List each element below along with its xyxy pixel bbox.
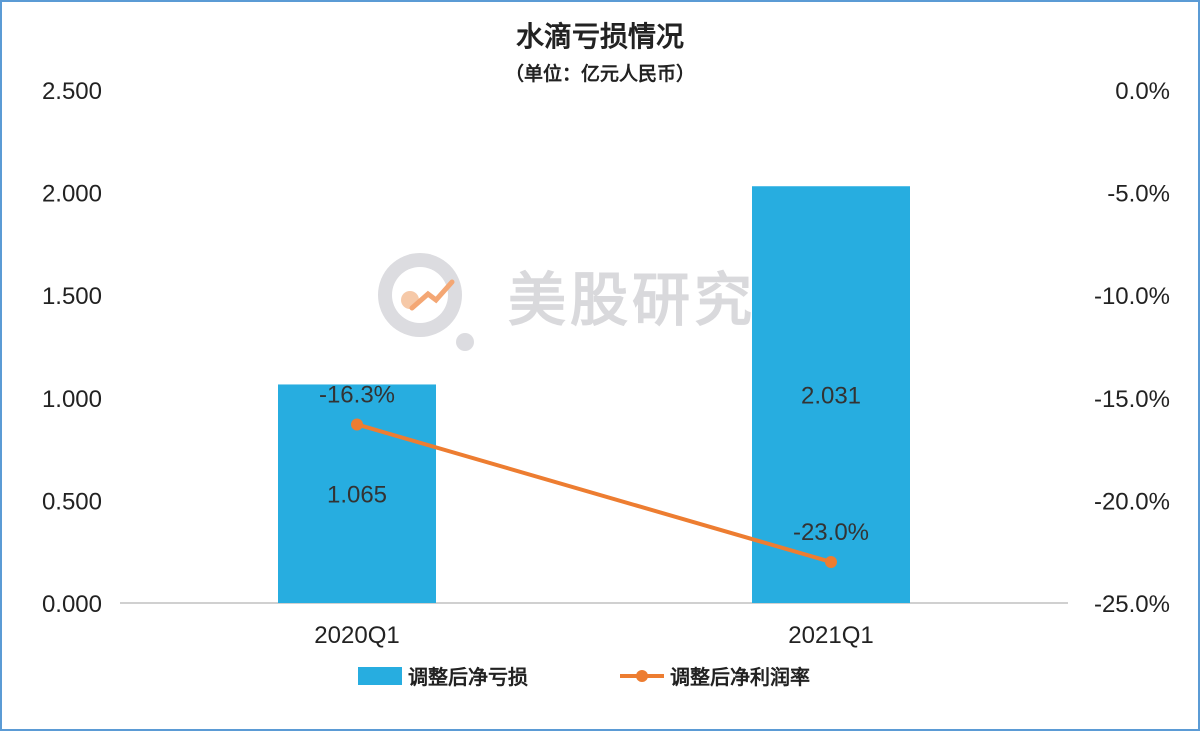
- y-right-tick-label: -15.0%: [1094, 386, 1170, 413]
- y-axis-left: 0.000 0.500 1.000 1.500 2.000 2.500: [42, 78, 102, 618]
- y-left-tick-label: 0.500: [42, 488, 102, 515]
- legend-swatch-bar: [358, 667, 402, 685]
- y-left-tick-label: 2.000: [42, 181, 102, 208]
- y-right-tick-label: -25.0%: [1094, 591, 1170, 618]
- y-right-tick-label: -5.0%: [1107, 181, 1170, 208]
- line-data-label: -16.3%: [319, 381, 395, 408]
- line-path: [356, 422, 832, 564]
- line-point: [825, 555, 837, 568]
- line-series: [351, 418, 837, 568]
- bar: [752, 186, 910, 603]
- y-left-tick-label: 1.000: [42, 386, 102, 413]
- bar-data-label: 1.065: [327, 482, 387, 509]
- x-axis: 2020Q1 2021Q1: [314, 622, 873, 649]
- chart-title: 水滴亏损情况: [516, 20, 684, 53]
- x-tick-label: 2020Q1: [314, 622, 399, 649]
- y-left-tick-label: 1.500: [42, 283, 102, 310]
- bar-series: [278, 186, 910, 603]
- growth-chart-logo-icon: [378, 253, 474, 351]
- bar-data-label: 2.031: [801, 383, 861, 410]
- legend-swatch-marker: [636, 670, 648, 682]
- y-axis-right: -25.0% -20.0% -15.0% -10.0% -5.0% 0.0%: [1094, 78, 1170, 618]
- x-tick-label: 2021Q1: [788, 622, 873, 649]
- y-left-tick-label: 2.500: [42, 78, 102, 105]
- bar-data-labels: 1.065 2.031: [327, 383, 861, 509]
- watermark: 美股研究社: [378, 253, 814, 351]
- line-data-label: -23.0%: [793, 519, 869, 546]
- chart-subtitle: （单位：亿元人民币）: [505, 62, 695, 85]
- line-point: [351, 418, 363, 431]
- legend: 调整后净亏损 调整后净利润率: [358, 665, 810, 689]
- y-left-tick-label: 0.000: [42, 591, 102, 618]
- legend-label-line: 调整后净利润率: [670, 665, 810, 689]
- line-data-labels: -16.3% -23.0%: [319, 381, 869, 545]
- y-right-tick-label: -10.0%: [1094, 283, 1170, 310]
- legend-label-bar: 调整后净亏损: [408, 665, 528, 689]
- y-right-tick-label: -20.0%: [1094, 488, 1170, 515]
- y-right-tick-label: 0.0%: [1115, 78, 1170, 105]
